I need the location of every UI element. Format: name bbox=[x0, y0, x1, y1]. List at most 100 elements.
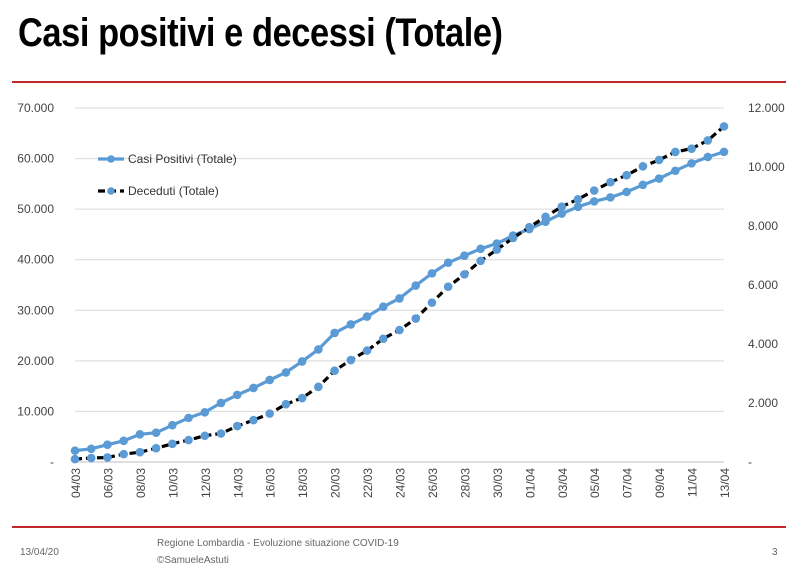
left-tick-label: 20.000 bbox=[17, 354, 54, 368]
deceduti-point bbox=[589, 186, 599, 195]
deceduti-point bbox=[703, 136, 713, 145]
right-tick-label: 4.000 bbox=[748, 337, 778, 351]
series bbox=[70, 122, 729, 464]
x-tick-label: 11/04 bbox=[686, 468, 700, 497]
casi-positivi-point bbox=[70, 446, 80, 455]
x-tick-label: 01/04 bbox=[523, 468, 537, 498]
x-tick-label: 22/03 bbox=[361, 468, 375, 498]
right-axis: - 2.000 4.000 6.000 8.000 10.000 12.000 bbox=[748, 101, 785, 469]
right-tick-label: 8.000 bbox=[748, 219, 778, 233]
left-tick-label: 50.000 bbox=[17, 202, 54, 216]
deceduti-point bbox=[314, 382, 323, 392]
x-tick-label: 16/03 bbox=[264, 468, 278, 498]
deceduti-point bbox=[232, 421, 242, 431]
x-tick-label: 18/03 bbox=[296, 468, 310, 498]
x-tick-label: 24/03 bbox=[394, 468, 408, 498]
deceduti-point bbox=[297, 393, 307, 403]
deceduti-point bbox=[86, 453, 96, 463]
casi-positivi-point bbox=[638, 180, 648, 190]
casi-positivi-point bbox=[119, 436, 128, 446]
deceduti-point bbox=[265, 409, 275, 418]
casi-positivi-point bbox=[362, 312, 372, 321]
casi-positivi-point bbox=[622, 187, 631, 197]
deceduti-point bbox=[460, 270, 469, 279]
x-tick-label: 20/03 bbox=[329, 468, 343, 498]
deceduti-point bbox=[427, 298, 437, 307]
casi-positivi-point bbox=[330, 328, 339, 338]
page-number: 3 bbox=[772, 547, 778, 558]
casi-positivi-point bbox=[703, 152, 713, 162]
right-tick-label: 12.000 bbox=[748, 101, 785, 115]
deceduti-point bbox=[151, 443, 161, 453]
left-axis: - 10.000 20.000 30.000 40.000 50.000 60.000 70.… bbox=[17, 101, 54, 469]
legend-label: Deceduti (Totale) bbox=[128, 184, 219, 198]
deceduti-point bbox=[103, 453, 112, 462]
legend-label: Casi Positivi (Totale) bbox=[128, 152, 237, 166]
casi-positivi-point bbox=[151, 428, 161, 438]
deceduti-point bbox=[249, 415, 258, 425]
legend: Casi Positivi (Totale) Deceduti (Totale) bbox=[98, 152, 237, 198]
casi-positivi-point bbox=[654, 174, 664, 183]
deceduti-point bbox=[492, 245, 502, 254]
x-tick-label: 13/04 bbox=[718, 468, 732, 498]
casi-positivi-point bbox=[378, 302, 388, 312]
casi-positivi-point bbox=[265, 375, 275, 385]
left-tick-label: 30.000 bbox=[17, 303, 54, 317]
footer-date: 13/04/20 bbox=[20, 547, 59, 558]
casi-positivi-point bbox=[687, 159, 696, 168]
top-divider bbox=[12, 81, 786, 83]
deceduti-point bbox=[378, 334, 388, 344]
grid-lines bbox=[75, 107, 724, 463]
x-tick-label: 14/03 bbox=[231, 468, 245, 498]
casi-positivi-point bbox=[427, 269, 437, 278]
x-tick-label: 03/04 bbox=[556, 468, 570, 498]
deceduti-point bbox=[525, 222, 534, 232]
deceduti-point bbox=[687, 144, 696, 153]
casi-positivi-point bbox=[573, 202, 583, 212]
deceduti-point bbox=[638, 162, 648, 171]
deceduti-point bbox=[654, 155, 664, 165]
casi-positivi-point bbox=[184, 413, 193, 423]
deceduti-point bbox=[184, 435, 193, 445]
x-tick-label: 06/03 bbox=[101, 468, 115, 498]
deceduti-point bbox=[70, 454, 80, 464]
deceduti-point bbox=[168, 439, 177, 449]
left-tick-label: 70.000 bbox=[17, 101, 54, 115]
x-tick-label: 08/03 bbox=[134, 468, 148, 498]
deceduti-point bbox=[330, 366, 339, 375]
casi-positivi-point bbox=[216, 398, 226, 408]
x-tick-label: 10/03 bbox=[166, 468, 180, 498]
footer-source: Regione Lombardia - Evoluzione situazion… bbox=[157, 538, 399, 549]
casi-positivi-point bbox=[411, 281, 421, 290]
casi-positivi-point bbox=[719, 147, 729, 157]
casi-positivi-point bbox=[443, 258, 453, 267]
casi-positivi-point bbox=[589, 197, 599, 206]
casi-positivi-point bbox=[249, 383, 258, 393]
deceduti-point bbox=[541, 212, 550, 222]
deceduti-point bbox=[281, 399, 291, 409]
right-tick-label: 10.000 bbox=[748, 160, 785, 174]
left-tick-label: 40.000 bbox=[17, 253, 54, 267]
right-tick-label: 6.000 bbox=[748, 278, 778, 292]
left-tick-label: 10.000 bbox=[17, 404, 54, 418]
x-tick-label: 26/03 bbox=[426, 468, 440, 498]
x-tick-label: 07/04 bbox=[621, 468, 635, 498]
casi-positivi-point bbox=[200, 408, 210, 417]
deceduti-point bbox=[200, 431, 210, 441]
x-tick-label: 09/04 bbox=[653, 468, 667, 498]
legend-swatch-marker bbox=[107, 155, 115, 163]
deceduti-point bbox=[119, 449, 128, 459]
casi-positivi-point bbox=[476, 244, 485, 254]
deceduti-point bbox=[719, 122, 729, 131]
footer-credit: ©SamueleAstuti bbox=[157, 555, 229, 566]
casi-positivi-point bbox=[232, 390, 242, 400]
bottom-divider bbox=[12, 526, 786, 528]
right-tick-label: 2.000 bbox=[748, 396, 778, 410]
x-axis: 04/03 06/03 08/03 10/03 12/03 14/03 16/03 18/03… bbox=[69, 468, 732, 498]
line-chart: - 10.000 20.000 30.000 40.000 50.000 60.000 70.… bbox=[17, 101, 785, 498]
deceduti-point bbox=[135, 447, 145, 457]
casi-positivi-point bbox=[346, 320, 356, 329]
left-tick-label: - bbox=[50, 455, 54, 469]
deceduti-point bbox=[476, 256, 485, 266]
deceduti-point bbox=[557, 202, 567, 211]
